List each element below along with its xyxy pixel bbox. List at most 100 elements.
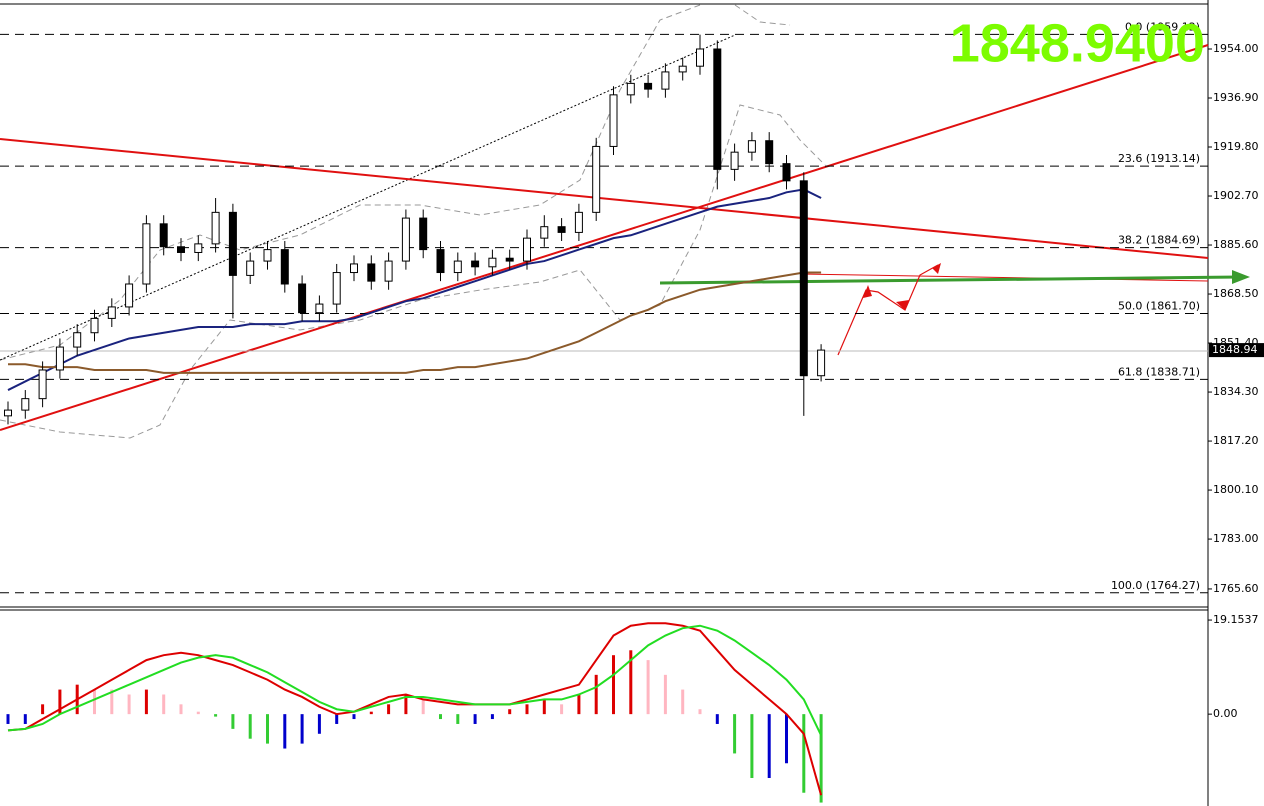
trend-line: [0, 44, 1209, 431]
histogram-bar: [715, 714, 719, 724]
y-tick-label: 1902.70: [1213, 189, 1259, 202]
candle-body: [367, 263, 376, 282]
candle-body: [55, 346, 64, 371]
y-tick-label: 1919.80: [1213, 140, 1259, 153]
candle-body: [177, 246, 185, 253]
histogram-bar: [767, 714, 771, 778]
candle-body: [419, 217, 428, 251]
histogram-bar: [421, 699, 425, 715]
y-tick-label: 1765.60: [1213, 582, 1259, 595]
projection-arrow: [837, 264, 939, 356]
candle-body: [817, 349, 826, 377]
histogram-bar: [698, 709, 702, 715]
histogram-bar: [629, 650, 633, 715]
candle-body: [765, 140, 774, 165]
histogram-bar: [439, 714, 442, 720]
candle-body: [194, 243, 203, 253]
last-price-box: [1209, 343, 1264, 358]
candle-body: [678, 65, 687, 73]
moving-average: [8, 271, 822, 374]
candle-body: [21, 398, 30, 411]
candle-body: [159, 223, 168, 248]
histogram-bar: [335, 714, 339, 724]
candle-body: [523, 237, 531, 262]
histogram-bar: [266, 714, 269, 744]
candle-body: [401, 217, 410, 262]
candle-body: [609, 94, 618, 147]
histogram-bar: [646, 660, 650, 715]
histogram-bar: [404, 694, 408, 715]
histogram-bar: [577, 694, 581, 715]
fib-label: 61.8 (1838.71): [1118, 365, 1200, 378]
moving-average: [7, 188, 822, 391]
candle-body: [107, 306, 116, 319]
y-tick-label: 1868.50: [1213, 287, 1259, 300]
candle-body: [384, 260, 393, 282]
fib-label: 0.0 (1959.12): [1125, 20, 1200, 33]
candle-body: [246, 260, 255, 276]
candle-body: [471, 260, 480, 268]
bollinger-upper: [0, 4, 701, 361]
candle-body: [747, 140, 756, 153]
y-tick-label: 1783.00: [1213, 532, 1259, 545]
histogram-bar: [560, 704, 564, 715]
trend-line: [799, 273, 1209, 282]
candle-body: [557, 226, 566, 233]
candle-body: [142, 223, 151, 285]
last-price-label: 1848.94: [1212, 343, 1258, 356]
arrow-head: [932, 263, 941, 274]
fib-label: 100.0 (1764.27): [1111, 579, 1200, 592]
arrow-head: [1232, 270, 1250, 284]
histogram-bar: [369, 711, 373, 715]
histogram-bar: [594, 674, 598, 715]
oscillator-line: [7, 624, 823, 736]
y-tick-label: 1885.60: [1213, 238, 1259, 251]
histogram-bar: [785, 714, 788, 764]
histogram-bar: [196, 711, 200, 715]
histogram-bar: [819, 714, 823, 803]
histogram-bar: [317, 714, 321, 734]
histogram-bar: [179, 704, 183, 715]
histogram-bar: [387, 704, 391, 715]
bollinger-lower: [0, 104, 826, 439]
histogram-bar: [802, 714, 806, 793]
candle-body: [626, 82, 635, 96]
fib-label: 23.6 (1913.14): [1118, 152, 1200, 165]
candle-body: [505, 257, 514, 262]
candle-body: [730, 151, 739, 170]
arrow-head: [896, 300, 909, 310]
histogram-bar: [248, 714, 252, 739]
histogram-bar: [733, 714, 737, 754]
histogram-bar: [58, 689, 62, 715]
candle-body: [661, 71, 670, 90]
candle-body: [644, 82, 653, 90]
y-tick-label: 1954.00: [1213, 42, 1259, 55]
fib-label: 38.2 (1884.69): [1118, 234, 1200, 247]
y-tick-label: 19.1537: [1213, 613, 1259, 626]
candle-body: [436, 249, 445, 274]
histogram-bar: [283, 714, 287, 749]
candle-body: [782, 163, 791, 182]
candle-body: [540, 226, 549, 239]
histogram-bar: [6, 714, 10, 724]
support-line: [659, 275, 1241, 285]
histogram-bar: [663, 674, 667, 715]
y-tick-label: 1817.20: [1213, 434, 1259, 447]
candle-body: [280, 249, 289, 285]
plot-layer: 1954.00 1936.90 1919.80 1902.70 1885.60 1868.…: [0, 20, 1264, 803]
y-tick-label: 1936.90: [1213, 91, 1259, 104]
y-tick-label: 1834.30: [1213, 385, 1259, 398]
candle-body: [488, 257, 497, 268]
trend-line: [0, 34, 736, 361]
candle-body: [211, 211, 220, 245]
candle-body: [592, 145, 601, 213]
histogram-bar: [750, 714, 754, 778]
histogram-bar: [525, 704, 529, 715]
histogram-bar: [162, 694, 166, 715]
arrow-head: [863, 285, 872, 298]
candle-body: [332, 272, 341, 305]
histogram-bar: [490, 714, 494, 720]
candle-body: [263, 249, 272, 262]
histogram-bar: [127, 694, 131, 715]
